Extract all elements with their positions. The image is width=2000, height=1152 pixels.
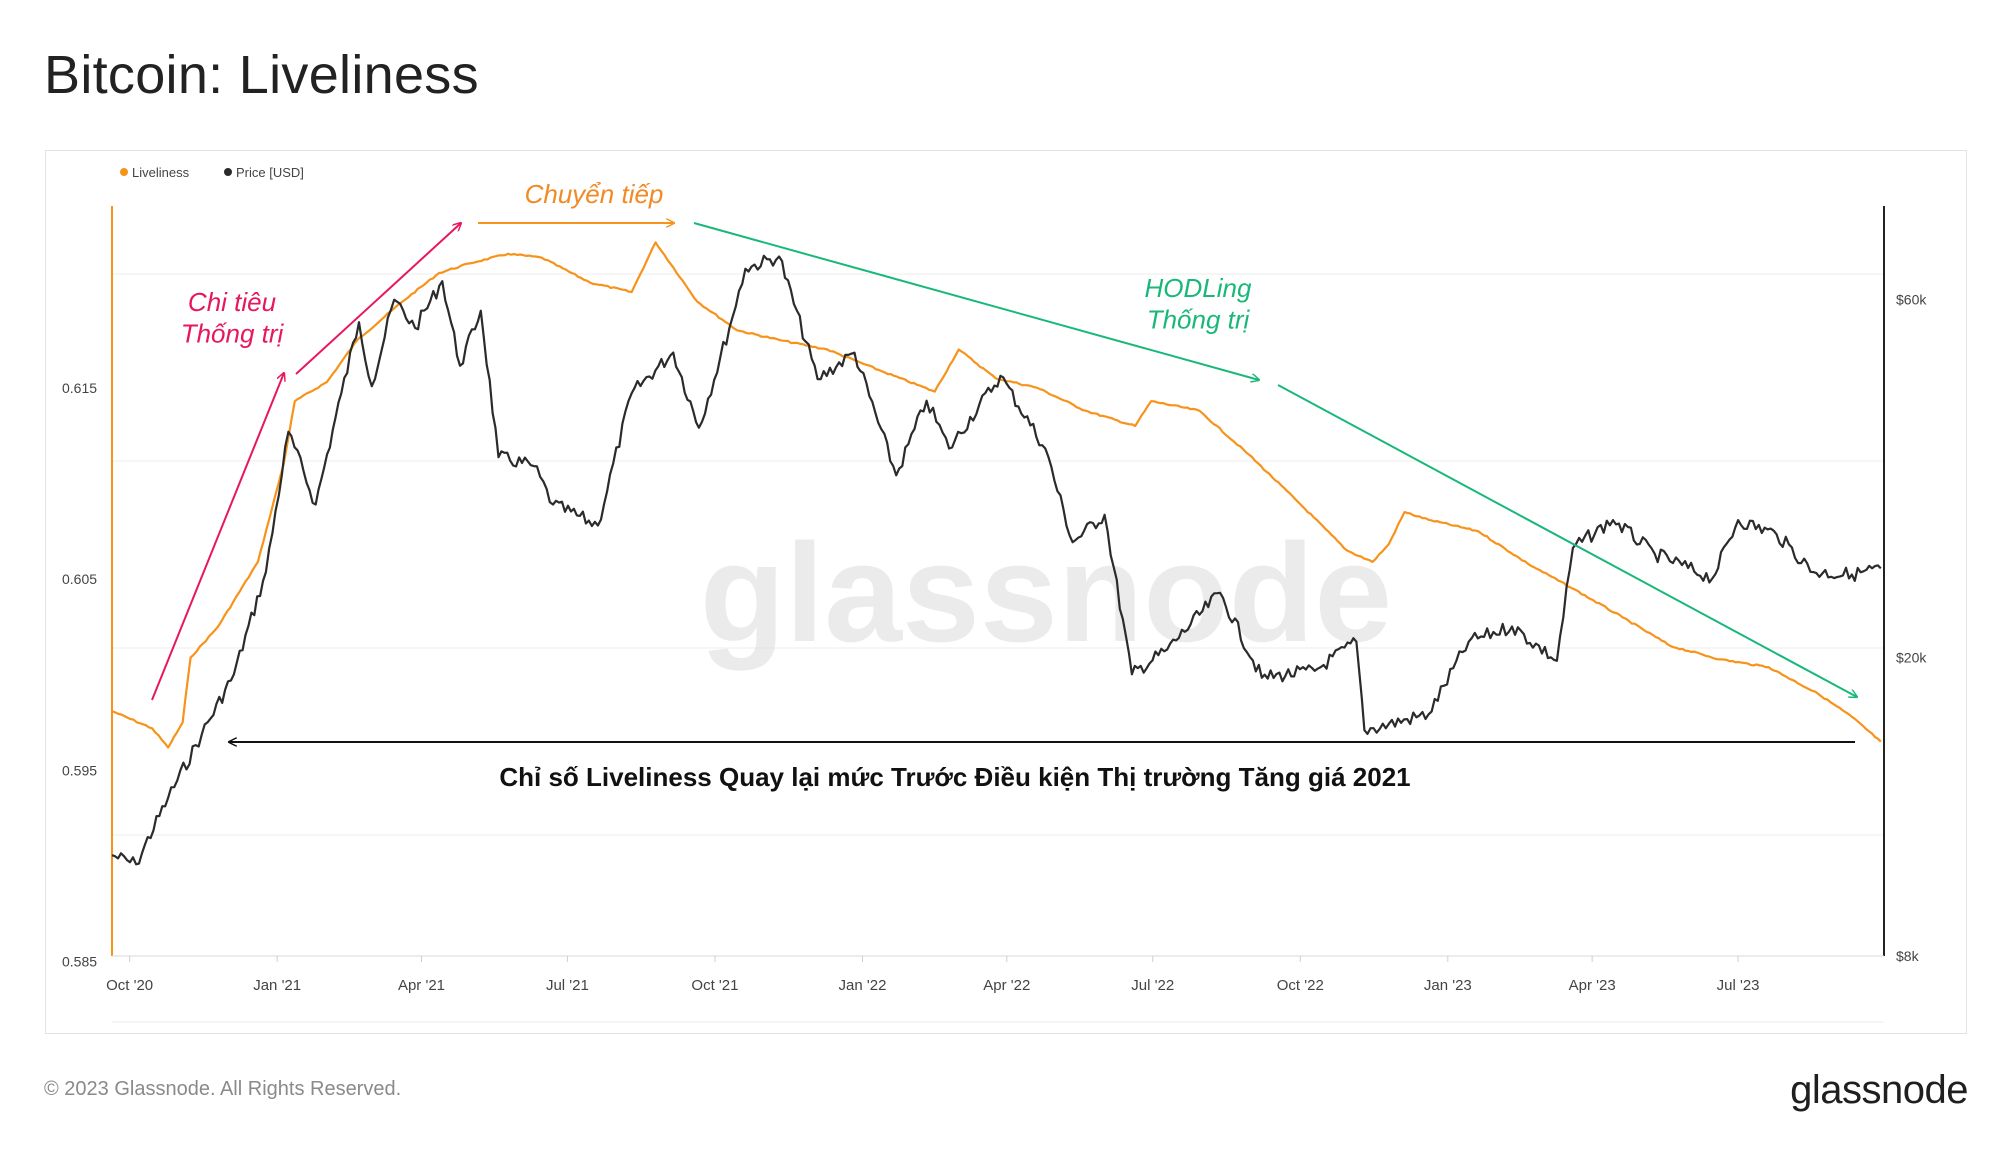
series-liveliness (111, 241, 1882, 749)
y-right-tick-label: $8k (1896, 948, 1920, 964)
y-left-tick-label: 0.605 (62, 571, 97, 587)
legend-label-price: Price [USD] (236, 165, 304, 180)
arrow-spending-1 (151, 373, 284, 701)
x-tick-label: Jul '22 (1131, 977, 1174, 994)
x-tick-label: Jan '22 (839, 977, 887, 994)
chart-frame: 0.585 0.595 0.605 0.615 $8k $20k $60k Oct '20 Ja… (45, 150, 1967, 1034)
liveliness-chart: 0.585 0.595 0.605 0.615 $8k $20k $60k Oct '20 Ja… (62, 165, 1927, 1023)
copyright-text: © 2023 Glassnode. All Rights Reserved. (44, 1078, 402, 1100)
annotation-transition: Chuyển tiếp (525, 179, 664, 209)
x-tick-label: Jan '21 (253, 977, 301, 994)
x-tick-label: Jan '23 (1424, 977, 1472, 994)
x-tick-label: Oct '20 (106, 977, 153, 994)
legend-label-liveliness: Liveliness (132, 165, 190, 180)
arrow-hodling-1 (693, 222, 1259, 380)
y-right-tick-label: $20k (1896, 650, 1927, 666)
series-price (111, 254, 1882, 866)
y-left-tick-label: 0.585 (62, 954, 97, 970)
x-tick-label: Oct '22 (1277, 977, 1324, 994)
watermark: glassnode (700, 514, 1392, 671)
legend-marker-price (224, 168, 232, 176)
x-tick-label: Oct '21 (691, 977, 738, 994)
x-tick-label: Apr '21 (398, 977, 445, 994)
annotation-hodling-dominant: HODLing Thống trị (1145, 273, 1252, 335)
x-tick-label: Apr '23 (1569, 977, 1616, 994)
x-tick-label: Jul '21 (546, 977, 589, 994)
annotation-spending-dominant: Chi tiêu Thống trị (181, 287, 285, 349)
annotation-liveliness-return: Chỉ số Liveliness Quay lại mức Trước Điề… (499, 762, 1410, 792)
x-tick-label: Apr '22 (983, 977, 1030, 994)
y-right-tick-label: $60k (1896, 292, 1927, 308)
y-left-tick-label: 0.595 (62, 762, 97, 778)
legend: Liveliness Price [USD] (120, 165, 304, 180)
page-title: Bitcoin: Liveliness (44, 45, 479, 105)
grid (112, 273, 1884, 1023)
y-left-tick-label: 0.615 (62, 380, 97, 396)
glassnode-logo: glassnode (1790, 1068, 1968, 1112)
arrow-spending-2 (295, 223, 461, 375)
x-tick-label: Jul '23 (1717, 977, 1760, 994)
arrow-hodling-2 (1277, 384, 1857, 697)
legend-marker-liveliness (120, 168, 128, 176)
